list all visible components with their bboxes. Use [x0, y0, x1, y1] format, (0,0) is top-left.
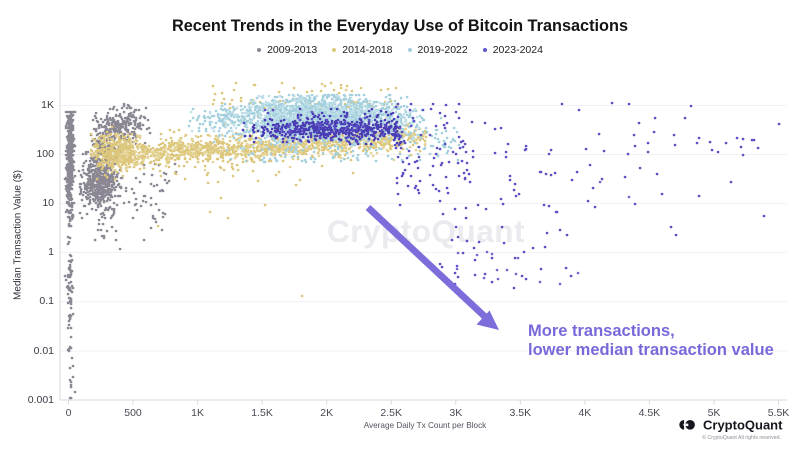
- svg-text:CryptoQuant: CryptoQuant: [703, 417, 783, 432]
- svg-text:CryptoQuant: CryptoQuant: [327, 213, 525, 249]
